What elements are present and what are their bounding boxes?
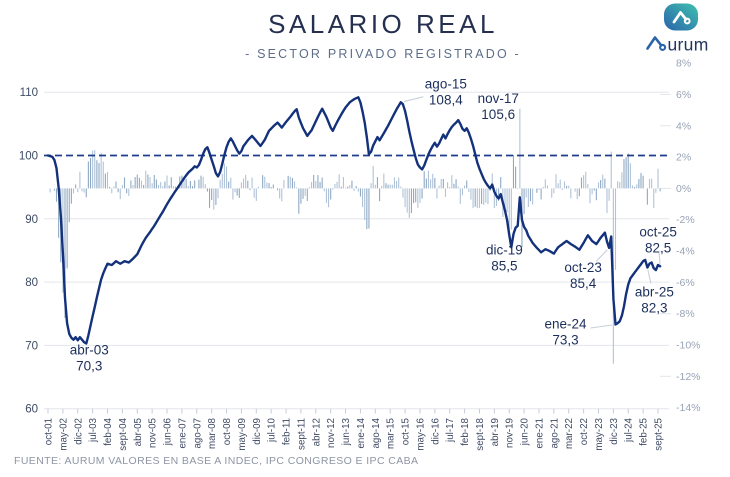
x-tick-label: nov-12 [326, 418, 337, 448]
annotation-value: 73,3 [552, 333, 578, 348]
x-tick-label: sept-04 [118, 417, 129, 450]
annotation-value: 85,4 [570, 276, 597, 291]
annotation-date: dic-19 [486, 242, 523, 257]
x-tick-label: may-23 [594, 417, 605, 450]
aurum-wordmark: urum [644, 35, 718, 57]
left-axis-tick-label: 90 [25, 214, 38, 226]
x-tick-label: sept-25 [654, 417, 665, 450]
left-axis-tick-label: 60 [25, 404, 38, 416]
right-axis-tick-label: -2% [676, 214, 695, 226]
annotation-value: 82,3 [641, 301, 667, 316]
right-axis-tick-label: 0% [676, 183, 691, 195]
x-tick-label: ago-14 [371, 417, 382, 448]
right-axis-tick-label: -14% [676, 402, 701, 414]
annotation-callout [595, 249, 608, 262]
annotation-date: nov-17 [478, 91, 519, 106]
left-axis-tick-label: 110 [20, 87, 38, 99]
right-axis-tick-label: 8% [676, 58, 691, 70]
right-axis-labels: 8% 6% 4% 2% 0% -2% -4% -6% -8% -10% -12% -14% [676, 58, 701, 415]
aurum-logo: urum [643, 3, 719, 58]
x-tick-label: mar-08 [207, 417, 218, 449]
x-tick-label: abr-19 [490, 418, 501, 446]
x-tick-label: ago-21 [549, 418, 560, 449]
x-tick-label: may-02 [58, 418, 69, 451]
x-tick-label: feb-25 [639, 417, 650, 445]
annotation-date: abr-25 [635, 285, 674, 300]
wordmark-text: urum [668, 35, 709, 54]
x-tick-label: oct-22 [579, 418, 590, 445]
annotation-date: oct-23 [564, 260, 602, 275]
x-tick-label: feb-04 [103, 417, 114, 445]
right-axis-tick-label: -12% [676, 371, 701, 383]
x-tick-label: feb-18 [460, 417, 471, 445]
right-axis-tick-label: -10% [676, 340, 701, 352]
right-axis-tick-label: -6% [676, 277, 695, 289]
left-axis-labels: 110 100 90 80 70 60 [19, 87, 38, 416]
x-tick-label: oct-01 [44, 418, 55, 445]
x-tick-label: jun-13 [341, 417, 352, 446]
x-tick-label: may-09 [237, 418, 248, 451]
x-tick-label: ene-21 [534, 418, 545, 449]
right-axis-tick-label: 2% [676, 152, 691, 164]
x-tick-label: sept-11 [296, 418, 307, 450]
left-axis-tick-label: 80 [25, 277, 38, 289]
annotation-date: abr-03 [70, 343, 109, 358]
x-tick-label: sept-18 [475, 417, 486, 450]
x-tick-label: jun-06 [163, 417, 174, 446]
x-tick-label: ene-14 [356, 417, 367, 448]
right-axis-tick-label: -8% [676, 308, 695, 320]
annotation-value: 85,5 [491, 258, 517, 273]
x-tick-label: ene-07 [177, 418, 188, 449]
annotation-date: ago-15 [425, 76, 467, 91]
x-tick-label: nov-19 [505, 418, 516, 448]
x-tick-label: abr-12 [311, 418, 322, 446]
x-tick-label: mar-22 [564, 418, 575, 449]
annotation-value: 105,6 [481, 107, 515, 122]
right-axis-tick-label: 4% [676, 120, 691, 132]
x-tick-label: ago-07 [192, 418, 203, 449]
annotation-date: ene-24 [544, 317, 587, 332]
x-tick-label: jun-20 [520, 417, 531, 446]
annotation-callout [647, 269, 652, 284]
x-tick-label: dic-23 [609, 417, 620, 444]
x-tick-label: jul-17 [445, 418, 456, 443]
annotation-callout [590, 324, 613, 329]
annotation-callout [658, 252, 661, 265]
x-tick-label: jul-10 [267, 417, 278, 443]
gridlines [44, 91, 671, 410]
x-tick-label: feb-11 [282, 418, 293, 445]
annotation-value: 108,4 [429, 92, 463, 107]
x-tick-label: mar-15 [386, 417, 397, 449]
right-axis-tick-label: 6% [676, 89, 691, 101]
x-tick-label: abr-05 [133, 417, 144, 446]
x-axis: oct-01 may-02 dic-02 jul-03 feb-04 sept-04 abr… [44, 408, 665, 451]
left-axis-tick-label: 70 [25, 340, 38, 352]
right-axis-tick-label: -4% [676, 246, 695, 258]
x-tick-label: may-16 [415, 417, 426, 450]
aurum-peak-icon [643, 3, 719, 31]
annotation-date: oct-25 [639, 224, 677, 239]
x-tick-label: dic-09 [252, 418, 263, 445]
annotation-callout [403, 96, 424, 103]
x-tick-label: dic-16 [430, 417, 441, 444]
x-tick-label: jul-03 [88, 417, 99, 443]
source-note: FUENTE: AURUM VALORES EN BASE A INDEC, I… [14, 455, 419, 467]
x-tick-label: dic-02 [73, 418, 84, 445]
left-axis-tick-label: 100 [19, 151, 38, 163]
x-tick-label: jul-24 [624, 417, 635, 443]
annotation-value: 82,5 [645, 240, 671, 255]
x-tick-label: nov-05 [148, 417, 159, 448]
line-series-real-salary-index [46, 96, 662, 345]
x-tick-label: oct-15 [401, 417, 412, 445]
x-tick-label: oct-08 [222, 417, 233, 445]
annotation-value: 70,3 [76, 359, 102, 374]
